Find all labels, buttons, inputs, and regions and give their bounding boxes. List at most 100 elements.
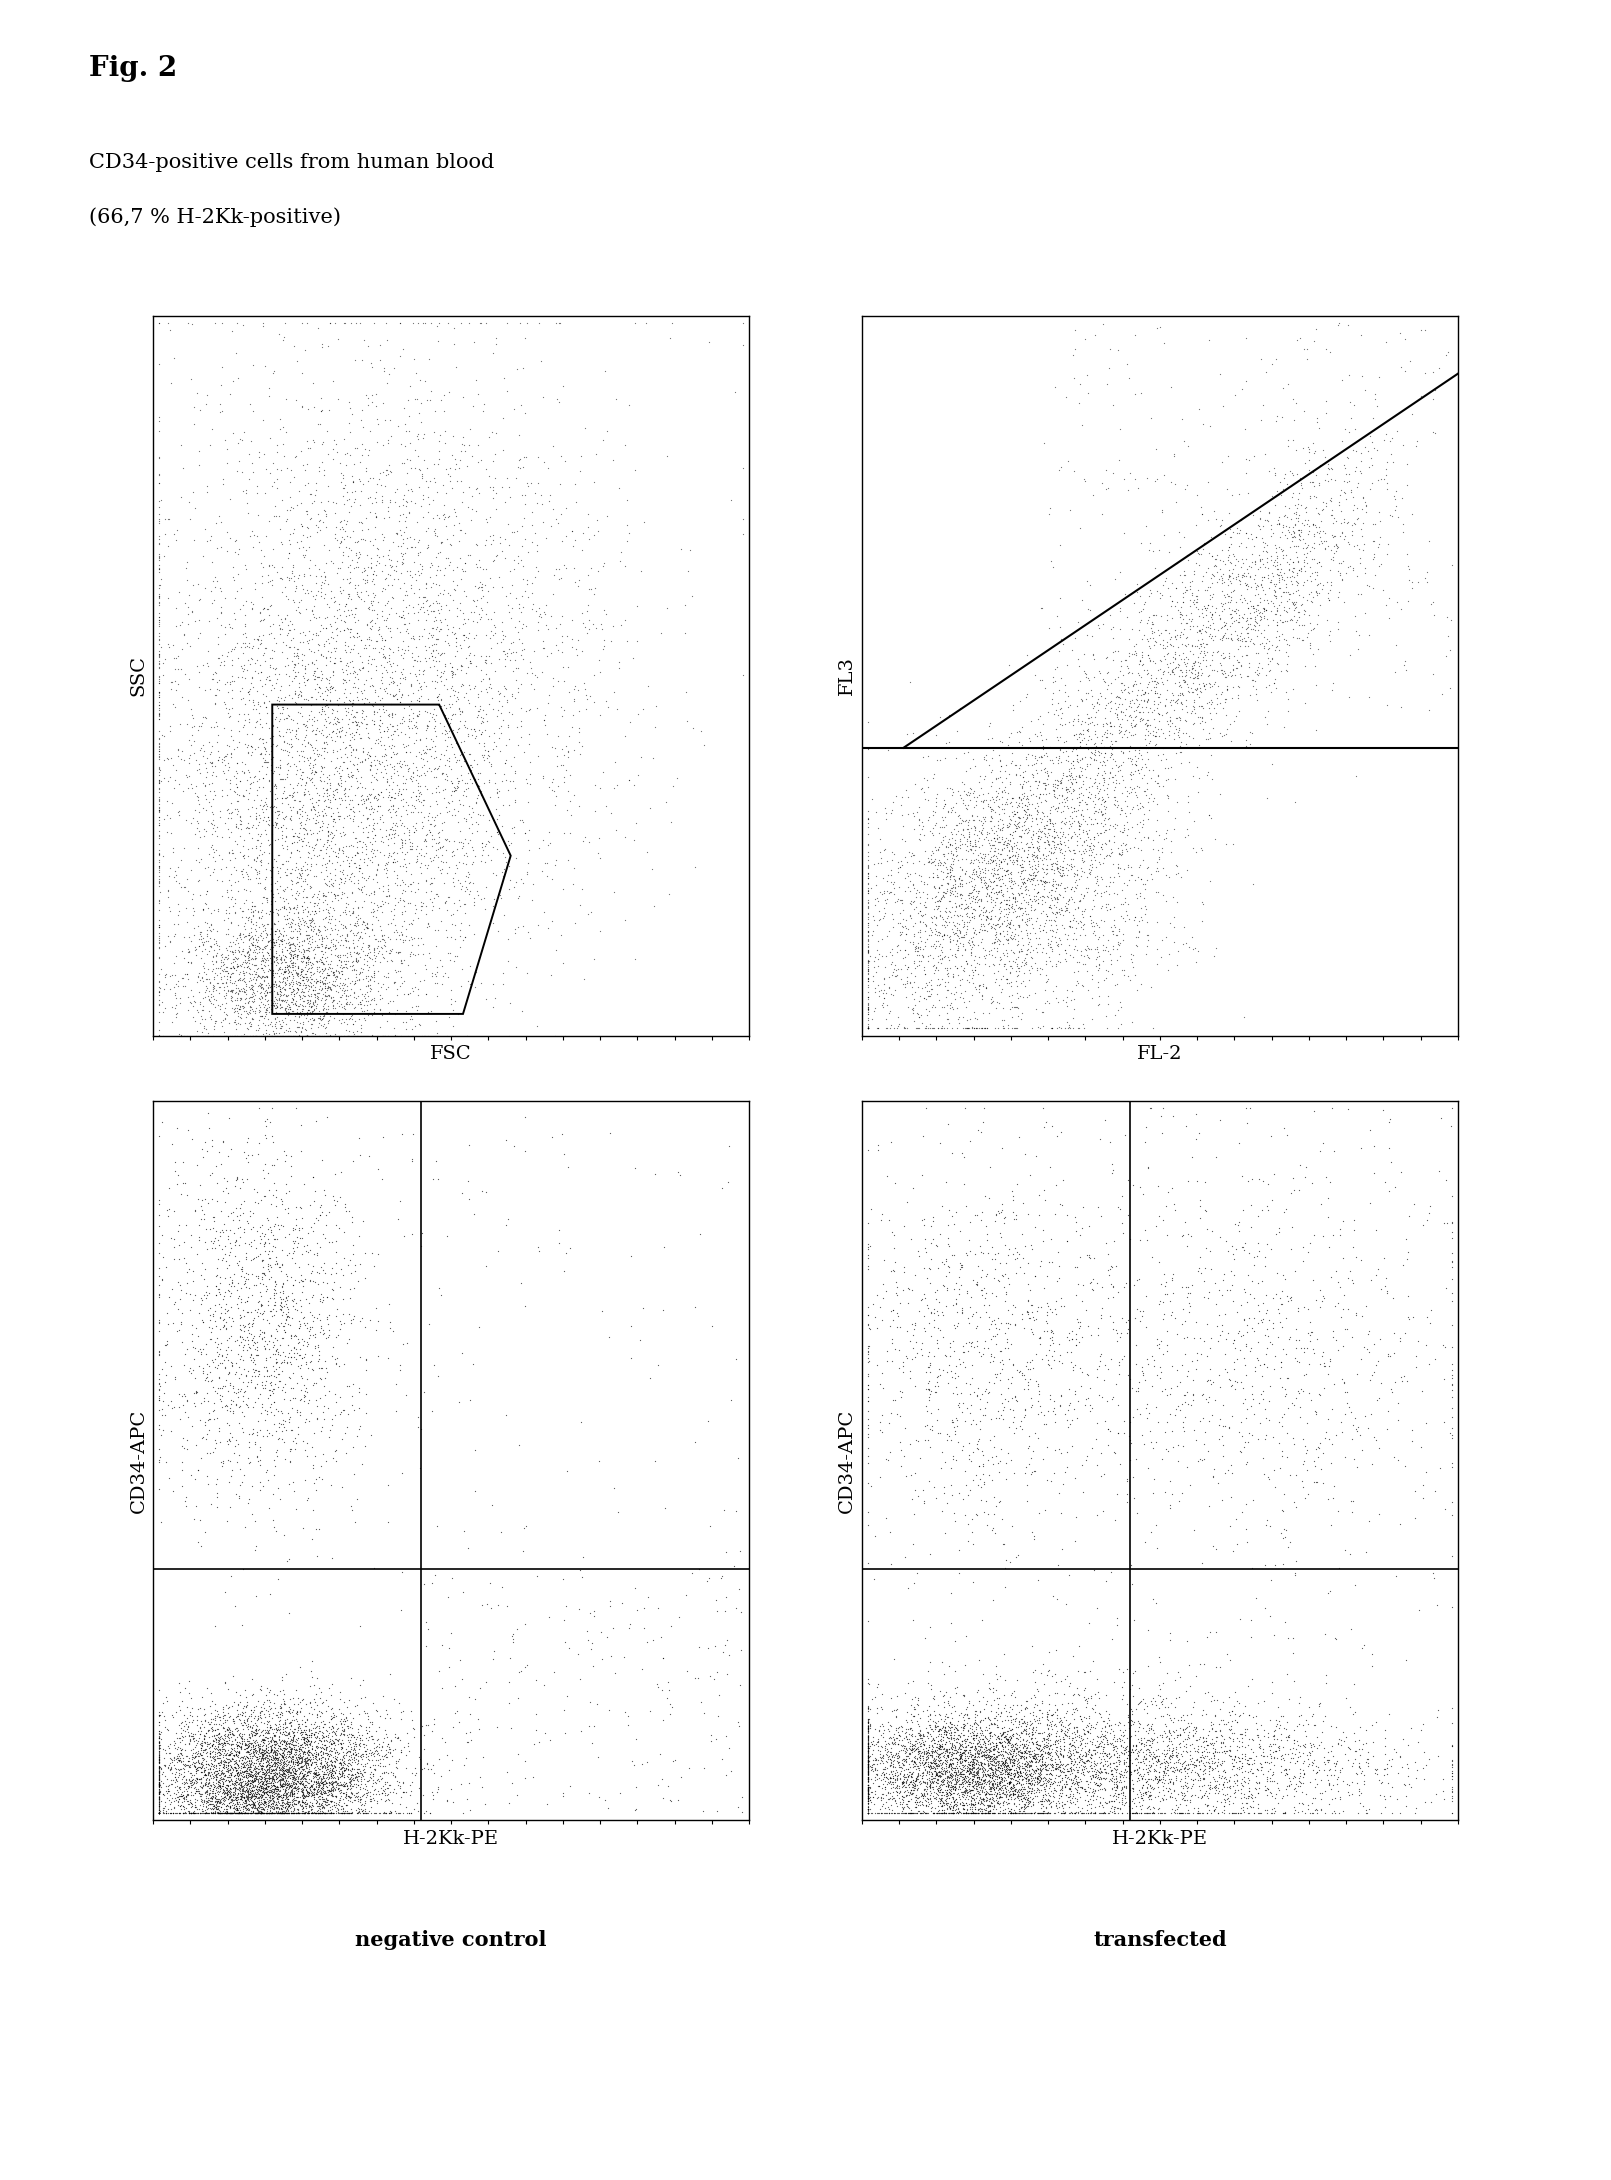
Point	[1128, 900, 1153, 935]
Point	[277, 1755, 303, 1790]
Point	[855, 1297, 881, 1332]
Point	[1165, 1796, 1191, 1831]
Point	[216, 896, 242, 931]
Point	[1261, 549, 1287, 584]
Point	[962, 1766, 988, 1801]
Point	[959, 1347, 984, 1382]
Point	[1097, 704, 1123, 739]
Point	[248, 820, 274, 855]
Point	[275, 1753, 301, 1788]
Point	[1221, 1362, 1247, 1397]
Point	[214, 791, 240, 826]
Point	[166, 1757, 192, 1792]
Point	[1300, 541, 1326, 576]
Point	[338, 937, 364, 972]
Point	[322, 750, 348, 785]
Point	[675, 1652, 701, 1687]
Point	[333, 924, 359, 959]
Point	[1062, 1770, 1087, 1805]
Point	[535, 451, 561, 486]
Point	[440, 471, 466, 506]
Point	[248, 580, 274, 615]
Point	[354, 968, 380, 1003]
Point	[449, 763, 475, 798]
Point	[322, 1443, 348, 1478]
Point	[171, 1709, 197, 1744]
Point	[285, 1707, 311, 1742]
Point	[1274, 467, 1300, 501]
Point	[1344, 1410, 1369, 1445]
Point	[256, 968, 282, 1003]
Point	[1170, 580, 1195, 615]
Point	[1034, 1659, 1060, 1694]
Point	[901, 1744, 926, 1779]
Point	[256, 1221, 282, 1256]
Point	[870, 1415, 896, 1450]
Point	[290, 940, 316, 974]
Point	[1028, 776, 1054, 811]
Point	[957, 1755, 983, 1790]
Point	[449, 606, 475, 641]
Point	[255, 1413, 280, 1448]
Point	[147, 1735, 172, 1770]
Point	[913, 1740, 939, 1775]
Point	[1058, 1764, 1084, 1798]
Point	[1081, 741, 1107, 776]
Point	[1015, 933, 1041, 968]
Point	[981, 1733, 1007, 1768]
Point	[899, 1742, 925, 1777]
Point	[259, 1759, 285, 1794]
Point	[179, 881, 205, 916]
Point	[282, 1718, 308, 1753]
Point	[271, 1796, 296, 1831]
Point	[224, 767, 250, 802]
Point	[255, 1713, 280, 1748]
Point	[1149, 741, 1174, 776]
Point	[337, 859, 362, 894]
Point	[1037, 1742, 1063, 1777]
Point	[213, 1759, 238, 1794]
Point	[1105, 926, 1131, 961]
Point	[1331, 1716, 1356, 1751]
Point	[440, 658, 466, 693]
Point	[280, 1236, 306, 1271]
Point	[1289, 512, 1315, 547]
Point	[300, 994, 325, 1029]
Point	[430, 1670, 456, 1705]
Point	[306, 1796, 332, 1831]
Point	[1228, 628, 1253, 663]
Point	[346, 538, 372, 573]
Point	[1116, 1742, 1142, 1777]
Point	[926, 1770, 952, 1805]
Point	[182, 776, 208, 811]
Point	[973, 1777, 999, 1812]
Point	[1010, 1772, 1036, 1807]
Point	[1281, 510, 1307, 545]
Point	[1007, 953, 1033, 988]
Point	[300, 985, 325, 1020]
Point	[889, 1722, 915, 1757]
Point	[1271, 1332, 1297, 1367]
Point	[917, 1349, 942, 1384]
Point	[1083, 700, 1108, 735]
Point	[1046, 698, 1071, 732]
Point	[1173, 1755, 1199, 1790]
Point	[973, 1740, 999, 1775]
Point	[1034, 1768, 1060, 1803]
Point	[284, 892, 309, 926]
Point	[248, 1737, 274, 1772]
Point	[313, 1713, 338, 1748]
Point	[272, 780, 298, 815]
Point	[464, 582, 490, 617]
Point	[1308, 1426, 1334, 1461]
Point	[1066, 717, 1092, 752]
Point	[232, 1458, 258, 1493]
Point	[337, 1753, 362, 1788]
Point	[963, 1746, 989, 1781]
Point	[1034, 1796, 1060, 1831]
Point	[677, 532, 702, 567]
Point	[975, 846, 1000, 881]
Point	[1318, 1772, 1344, 1807]
Point	[379, 419, 404, 453]
Point	[1144, 1210, 1170, 1245]
